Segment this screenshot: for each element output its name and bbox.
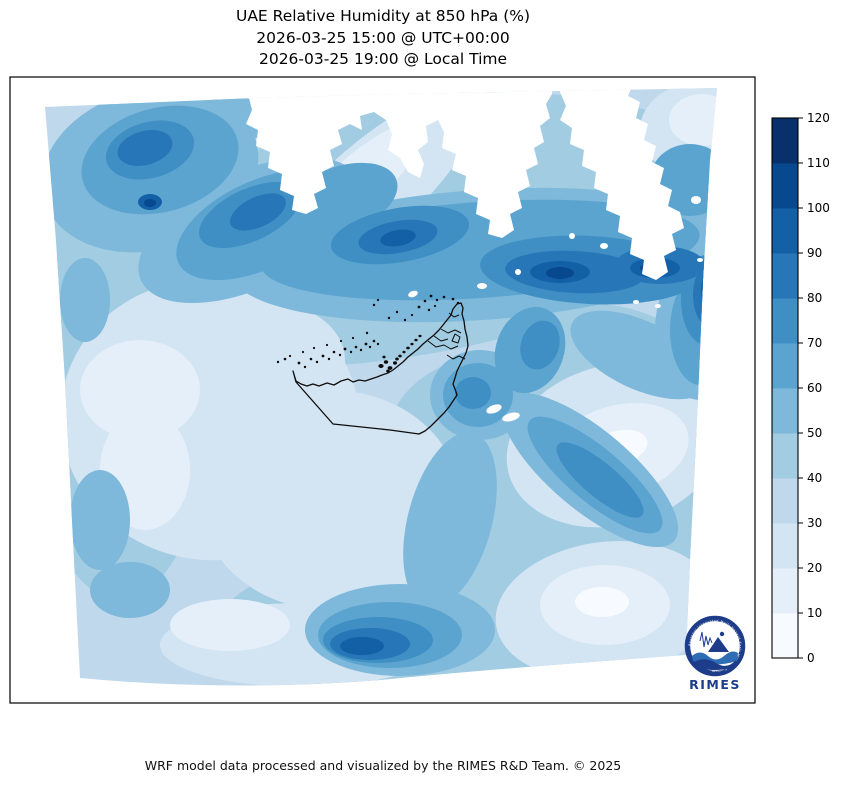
colorbar-tick-label: 40 — [807, 471, 822, 485]
colorbar-tick-label: 0 — [807, 651, 815, 665]
rimes-logo-label: RIMES — [689, 677, 741, 692]
colorbar: 0 10 20 30 40 50 60 70 80 90 100 110 120 — [771, 111, 830, 665]
colorbar-tick-label: 80 — [807, 291, 822, 305]
colorbar-band — [772, 253, 798, 299]
masked-terrain-regions — [246, 88, 703, 422]
uae-border-overlay — [276, 294, 469, 435]
colorbar-band — [772, 523, 798, 569]
colorbar-band — [772, 343, 798, 389]
map-plot: Regional Integrated Multi-Hazard Early W… — [9, 76, 830, 704]
humidity-contour-field — [45, 88, 717, 686]
colorbar-tick-label: 30 — [807, 516, 822, 530]
colorbar-band — [772, 163, 798, 209]
footer-credit: WRF model data processed and visualized … — [144, 758, 622, 773]
rimes-logo: Regional Integrated Multi-Hazard Early W… — [684, 615, 746, 692]
colorbar-tick-label: 120 — [807, 111, 830, 125]
colorbar-tick-label: 10 — [807, 606, 822, 620]
satellite-icon — [719, 631, 725, 637]
colorbar-band — [772, 388, 798, 434]
colorbar-ticks — [798, 117, 803, 659]
title-line-3: 2026-03-25 19:00 @ Local Time — [258, 50, 508, 68]
colorbar-tick-label: 20 — [807, 561, 822, 575]
colorbar-band — [772, 298, 798, 344]
colorbar-bands — [772, 118, 798, 659]
colorbar-band — [772, 478, 798, 524]
figure-title: UAE Relative Humidity at 850 hPa (%) 202… — [0, 6, 766, 71]
uae-border-path — [292, 302, 469, 435]
colorbar-tick-label: 60 — [807, 381, 822, 395]
colorbar-band — [772, 433, 798, 479]
seismic-waveform-icon — [699, 631, 713, 648]
colorbar-tick-label: 100 — [807, 201, 830, 215]
colorbar-band — [772, 208, 798, 254]
colorbar-tick-labels: 0 10 20 30 40 50 60 70 80 90 100 110 120 — [807, 111, 830, 665]
colorbar-band — [772, 118, 798, 164]
colorbar-tick-label: 70 — [807, 336, 822, 350]
wave-icon-dark — [694, 659, 736, 670]
colorbar-band — [772, 568, 798, 614]
colorbar-tick-label: 90 — [807, 246, 822, 260]
colorbar-band — [772, 613, 798, 659]
rimes-logo-ring — [684, 615, 746, 677]
colorbar-tick-label: 50 — [807, 426, 822, 440]
colorbar-tick-label: 110 — [807, 156, 830, 170]
island-dots — [276, 294, 460, 373]
title-line-1: UAE Relative Humidity at 850 hPa (%) — [235, 7, 531, 25]
title-line-2: 2026-03-25 15:00 @ UTC+00:00 — [256, 28, 510, 47]
mountain-icon — [708, 637, 729, 652]
